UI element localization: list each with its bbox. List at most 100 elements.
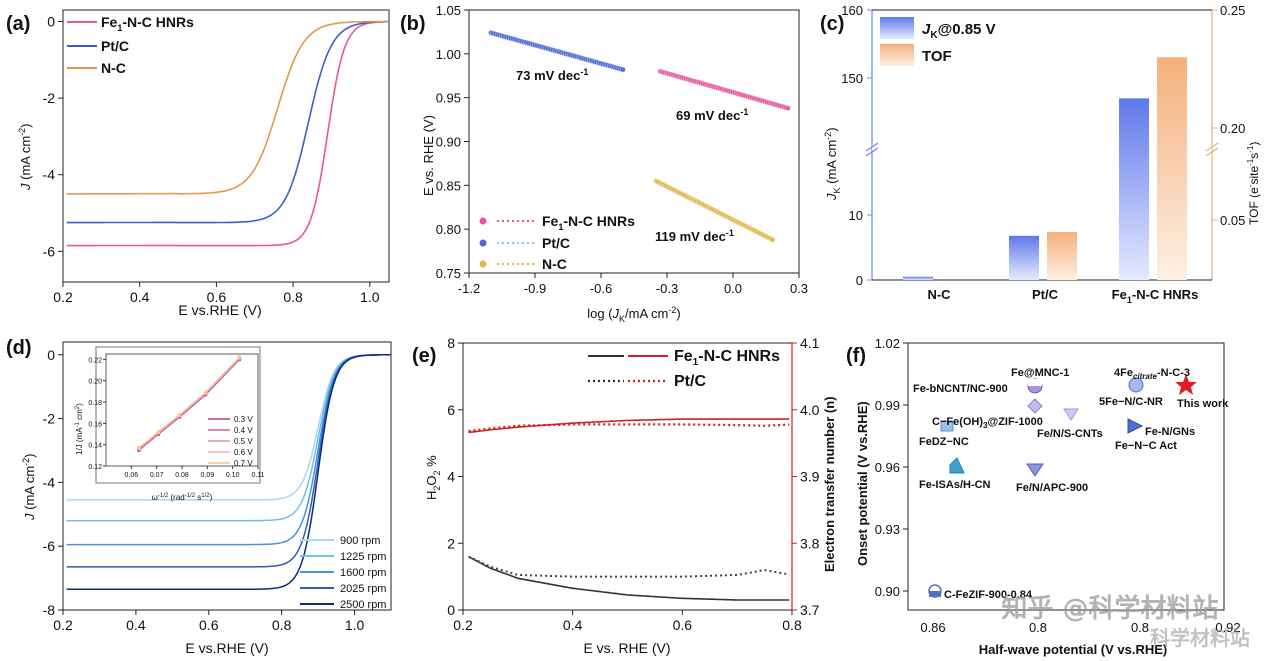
- panel-c-ylabel: JK (mA cm-2): [823, 127, 842, 201]
- legend-rpm-label: 900 rpm: [340, 535, 380, 547]
- panel-f-label: (f): [846, 345, 866, 367]
- x-tick-label: -0.3: [656, 281, 678, 296]
- rpm-curve-2500 rpm: [66, 354, 391, 591]
- f-xtick: 0.8: [1029, 620, 1047, 635]
- y-tick-label: 1.00: [436, 47, 461, 62]
- x-tick-label: 0.6: [673, 617, 693, 633]
- panel-e-xticks: 0.2 0.4 0.6 0.8: [453, 610, 802, 633]
- marker-fe-n-gns: [1127, 418, 1144, 434]
- label-4fe-citrate: 4Fecitrate-N-C-3: [1114, 367, 1190, 381]
- slope-label-ptc: 73 mV dec-1: [516, 67, 588, 83]
- x-tick-label: 0.3: [790, 281, 808, 296]
- panel-e-y2ticks: 3.7 3.8 3.9 4.0 4.1: [792, 335, 820, 618]
- watermark-zhihu: 知乎 @科学材料站: [1001, 593, 1218, 624]
- y-tick-label: 0.95: [436, 91, 461, 106]
- label-fe-n-apc: Fe/N/APC-900: [1016, 482, 1088, 494]
- panel-a-xticks: 0.2 0.4 0.6 0.8 1.0: [53, 282, 380, 305]
- legend-b-fe1: Fe1-N-C HNRs: [542, 213, 635, 232]
- y-tick-label: 0.90: [436, 135, 461, 150]
- bar-tof-Pt/C: [1047, 232, 1077, 280]
- legend-rpm-label: 2025 rpm: [340, 583, 386, 595]
- x-tick-label: 0.8: [283, 289, 303, 305]
- x-tick-label: 0.2: [53, 617, 73, 633]
- x-tick-label: 0.8: [272, 617, 292, 633]
- panel-f: (f) 0.90 0.93 0.96 0.99 1.02 0.86 0.8 0.…: [846, 336, 1250, 657]
- panel-c-label: (c): [820, 13, 844, 35]
- slope-label-fe1: 69 mV dec-1: [676, 107, 748, 123]
- inset-legend-label: 0.5 V: [234, 437, 253, 446]
- legend-rpm-label: 2500 rpm: [340, 599, 386, 611]
- panel-b-xlabel: log (JK/mA cm-2): [587, 305, 681, 324]
- legend-dot-fe1: [479, 217, 487, 225]
- panel-d-ylabel: J (mA cm-2): [21, 453, 37, 521]
- panel-d-inset: 0.06 0.07 0.08 0.09 0.10 0.11 0.120.140.160.1…: [75, 346, 265, 502]
- x-tick-label: -0.9: [524, 281, 546, 296]
- c-y2tick: 0.05: [1220, 213, 1245, 228]
- label-fe-isas: Fe-ISAs/H-CN: [919, 479, 991, 491]
- panel-e-legend: Fe1-N-C HNRs Pt/C: [588, 348, 780, 390]
- inset-ylabel: 1/J (mA-1 cm2): [75, 403, 84, 455]
- panel-e-xlabel: E vs. RHE (V): [583, 640, 670, 656]
- inset-x-tick-label: 0.07: [150, 472, 164, 479]
- panel-a-xlabel: E vs.RHE (V): [178, 302, 261, 318]
- x-tick-label: 1.0: [345, 617, 365, 633]
- panel-c-yticks: 0 10 150 160 0.05 0.20 0.25: [841, 3, 1245, 288]
- marker-this-work: [1175, 374, 1197, 395]
- panel-a-legend: Fe1-N-C HNRs Pt/C N-C: [67, 14, 194, 76]
- inset-legend-label: 0.6 V: [234, 448, 253, 457]
- axis-break-marks: [865, 142, 1219, 157]
- legend-tof: TOF: [922, 48, 952, 65]
- legend-jk: JK@0.85 V: [922, 21, 996, 41]
- panel-c: (c) 0 10 150 160 0.05 0.20 0.25 N-C Pt/C…: [820, 3, 1261, 305]
- marker-c-fezif-half: [929, 591, 941, 597]
- inset-x-tick-label: 0.11: [251, 472, 264, 479]
- n-ptc: [468, 423, 790, 433]
- y2-tick-label: 3.7: [800, 602, 820, 618]
- y-tick-label: -6: [43, 538, 56, 554]
- inset-point: [203, 390, 208, 395]
- inset-xlabel: ω-1/2 (rad-1/2 s1/2): [152, 493, 213, 502]
- inset-x-tick-label: 0.08: [175, 472, 189, 479]
- panel-c-bars: [903, 57, 1187, 281]
- inset-legend: 0.3 V 0.4 V 0.5 V 0.6 V 0.7 V: [208, 415, 253, 468]
- y-tick-label: 0: [47, 13, 55, 29]
- inset-x-tick-label: 0.10: [226, 472, 240, 479]
- x-tick-label: 0.4: [563, 617, 583, 633]
- inset-legend-label: 0.4 V: [234, 426, 253, 435]
- f-xtick: 0.8: [1131, 620, 1149, 635]
- n-fe1: [468, 418, 790, 434]
- tafel-point-Fe₁-N-C HNRs: [785, 105, 791, 111]
- legend-e-fe1: Fe1-N-C HNRs: [674, 348, 780, 368]
- inset-y-tick-label: 0.20: [88, 379, 102, 386]
- label-fe-n-s-cnts: Fe/N/S-CNTs: [1037, 428, 1103, 440]
- panel-a-label: (a): [6, 13, 30, 35]
- c-y2tick: 0.25: [1220, 3, 1245, 18]
- f-ytick: 0.93: [875, 522, 900, 537]
- rpm-curve-2025 rpm: [66, 354, 391, 568]
- panel-c-y2label: TOF (e-site-1s-1): [1246, 142, 1261, 225]
- panel-d: (d) 0.2 0.4 0.6 0.8 1.0 0 -2 -4 -6 -8 E vs.RHE (…: [6, 337, 392, 656]
- slope-label-nc: 119 mV dec-1: [655, 228, 734, 244]
- watermark-weibo: 科学材料站: [1150, 626, 1250, 650]
- panel-b-label: (b): [400, 13, 426, 35]
- y-tick-label: -8: [43, 602, 56, 618]
- marker-fe-n-s-cnts: [1063, 408, 1079, 421]
- curve-Fe₁-N-C HNRs: [66, 20, 390, 247]
- c-category-nc: N-C: [927, 287, 951, 302]
- legend-dot-nc: [479, 260, 487, 268]
- inset-lines: [137, 355, 242, 453]
- panel-d-xlabel: E vs.RHE (V): [185, 640, 268, 656]
- f-ytick: 0.96: [875, 460, 900, 475]
- c-y2tick: 0.20: [1220, 121, 1245, 136]
- curve-N-C: [66, 20, 389, 195]
- bar-jk-Fe₁-N-C HNRs: [1119, 98, 1149, 281]
- marker-fe-isas: [949, 457, 965, 474]
- legend-e-ptc: Pt/C: [674, 373, 706, 390]
- panel-e-frame: [462, 342, 793, 611]
- panel-e-ylabel: H2O2 %: [424, 455, 442, 500]
- y-tick-label: -6: [43, 243, 56, 259]
- c-ytick: 160: [841, 3, 863, 18]
- legend-dot-ptc: [479, 239, 487, 247]
- y-tick-label: 0: [447, 602, 455, 618]
